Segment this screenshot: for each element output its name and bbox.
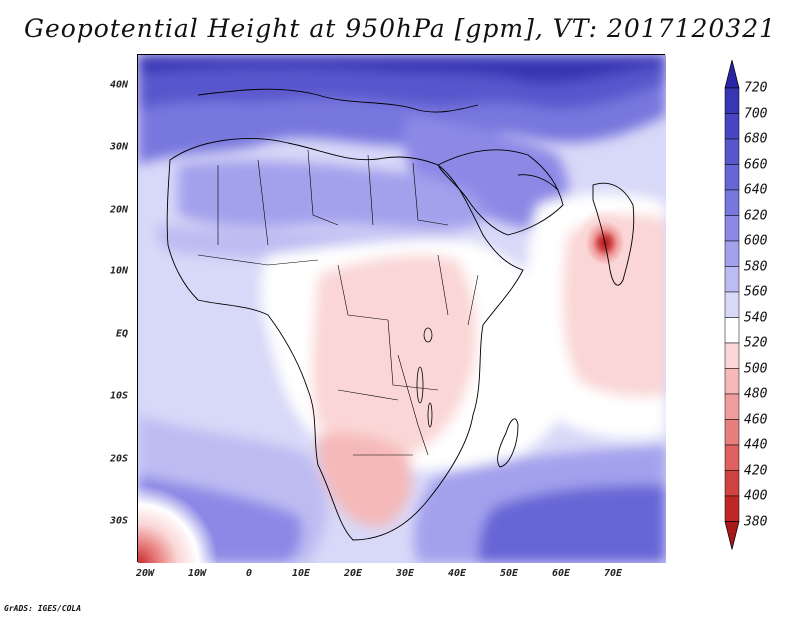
coastlines <box>166 88 635 541</box>
lon-label-10e: 10E <box>291 568 311 579</box>
field-south-east2 <box>478 485 666 563</box>
arabia-coast <box>437 149 564 236</box>
colorbar-label: 600 <box>744 233 768 249</box>
lat-label-30n: 30N <box>109 141 128 153</box>
madagascar <box>497 418 519 468</box>
colorbar-label: 620 <box>744 208 768 223</box>
lat-label-40n: 40N <box>109 79 128 91</box>
colorbar-label: 720 <box>744 80 768 96</box>
lat-label-10s: 10S <box>109 390 128 402</box>
colorbar-label: 420 <box>744 463 768 478</box>
mediterranean-coast <box>197 88 479 113</box>
colorbar-label: 680 <box>744 131 768 147</box>
colorbar-label: 400 <box>744 488 768 504</box>
colorbar-swatch <box>724 291 740 318</box>
page-title: Geopotential Height at 950hPa [gpm], VT:… <box>23 14 777 43</box>
field-arabia <box>404 115 569 230</box>
colorbar-swatch <box>724 87 740 114</box>
colorbar-label: 480 <box>744 386 768 402</box>
colorbar-swatch <box>724 470 740 497</box>
colorbar-swatch <box>724 164 740 191</box>
india-coast <box>592 182 635 286</box>
colorbar-label: 640 <box>744 182 768 198</box>
colorbar-label: 660 <box>744 157 768 172</box>
field-north-top <box>138 55 666 84</box>
africa-coast <box>166 138 524 541</box>
lat-label-eq: EQ <box>115 328 128 340</box>
colorbar-swatch <box>724 495 740 522</box>
colorbar-swatch <box>724 393 740 420</box>
colorbar-label: 440 <box>744 437 768 453</box>
lon-label-60e: 60E <box>551 568 571 579</box>
colorbar-swatch <box>724 113 740 140</box>
colorbar-bottom-triangle <box>724 521 740 550</box>
country-borders <box>197 149 479 456</box>
field-safrica-pink <box>317 433 412 527</box>
colorbar-swatch <box>724 419 740 446</box>
colorbar-label: 520 <box>744 335 768 351</box>
field-nafrica <box>178 160 485 229</box>
colorbar-swatch <box>724 215 740 242</box>
colorbar-swatch <box>724 444 740 471</box>
lon-label-70e: 70E <box>603 568 623 579</box>
colorbar-graphic <box>724 60 740 550</box>
colorbar-swatch <box>724 189 740 216</box>
colorbar: 720 700 680 660 640 620 600 580 560 540 520 500 480 4… <box>720 60 800 560</box>
lon-label-20w: 20W <box>135 568 155 579</box>
colorbar-swatch <box>724 266 740 293</box>
colorbar-label: 560 <box>744 284 768 300</box>
map-panel <box>137 54 666 563</box>
lat-label-10n: 10N <box>109 265 128 277</box>
lon-label-50e: 50E <box>499 568 519 579</box>
lon-label-20e: 20E <box>343 568 363 579</box>
lon-label-40e: 40E <box>447 568 467 579</box>
colorbar-label: 700 <box>744 106 768 121</box>
colorbar-label: 580 <box>744 259 768 274</box>
field-sw-anomaly <box>138 485 218 563</box>
colorbar-label: 540 <box>744 310 768 325</box>
colorbar-label: 380 <box>744 514 768 529</box>
colorbar-top-triangle <box>724 60 740 89</box>
colorbar-swatch <box>724 240 740 267</box>
colorbar-swatch <box>724 317 740 344</box>
colorbar-label: 500 <box>744 361 768 376</box>
colorbar-swatch <box>724 342 740 369</box>
colorbar-swatch <box>724 368 740 395</box>
persian-gulf <box>517 174 559 191</box>
lat-label-20s: 20S <box>109 453 128 465</box>
lon-label-0: 0 <box>245 568 253 579</box>
field-tropics-pink <box>312 255 477 457</box>
credit-text: GrADS: IGES/COLA <box>4 604 82 613</box>
lakes <box>416 327 433 428</box>
colorbar-label: 460 <box>744 412 768 427</box>
lon-label-30e: 30E <box>395 568 415 579</box>
lat-label-30s: 30S <box>109 515 128 527</box>
colorbar-swatch <box>724 138 740 165</box>
lon-label-10w: 10W <box>187 568 207 579</box>
lat-label-20n: 20N <box>109 204 128 216</box>
geopotential-map <box>138 55 666 563</box>
